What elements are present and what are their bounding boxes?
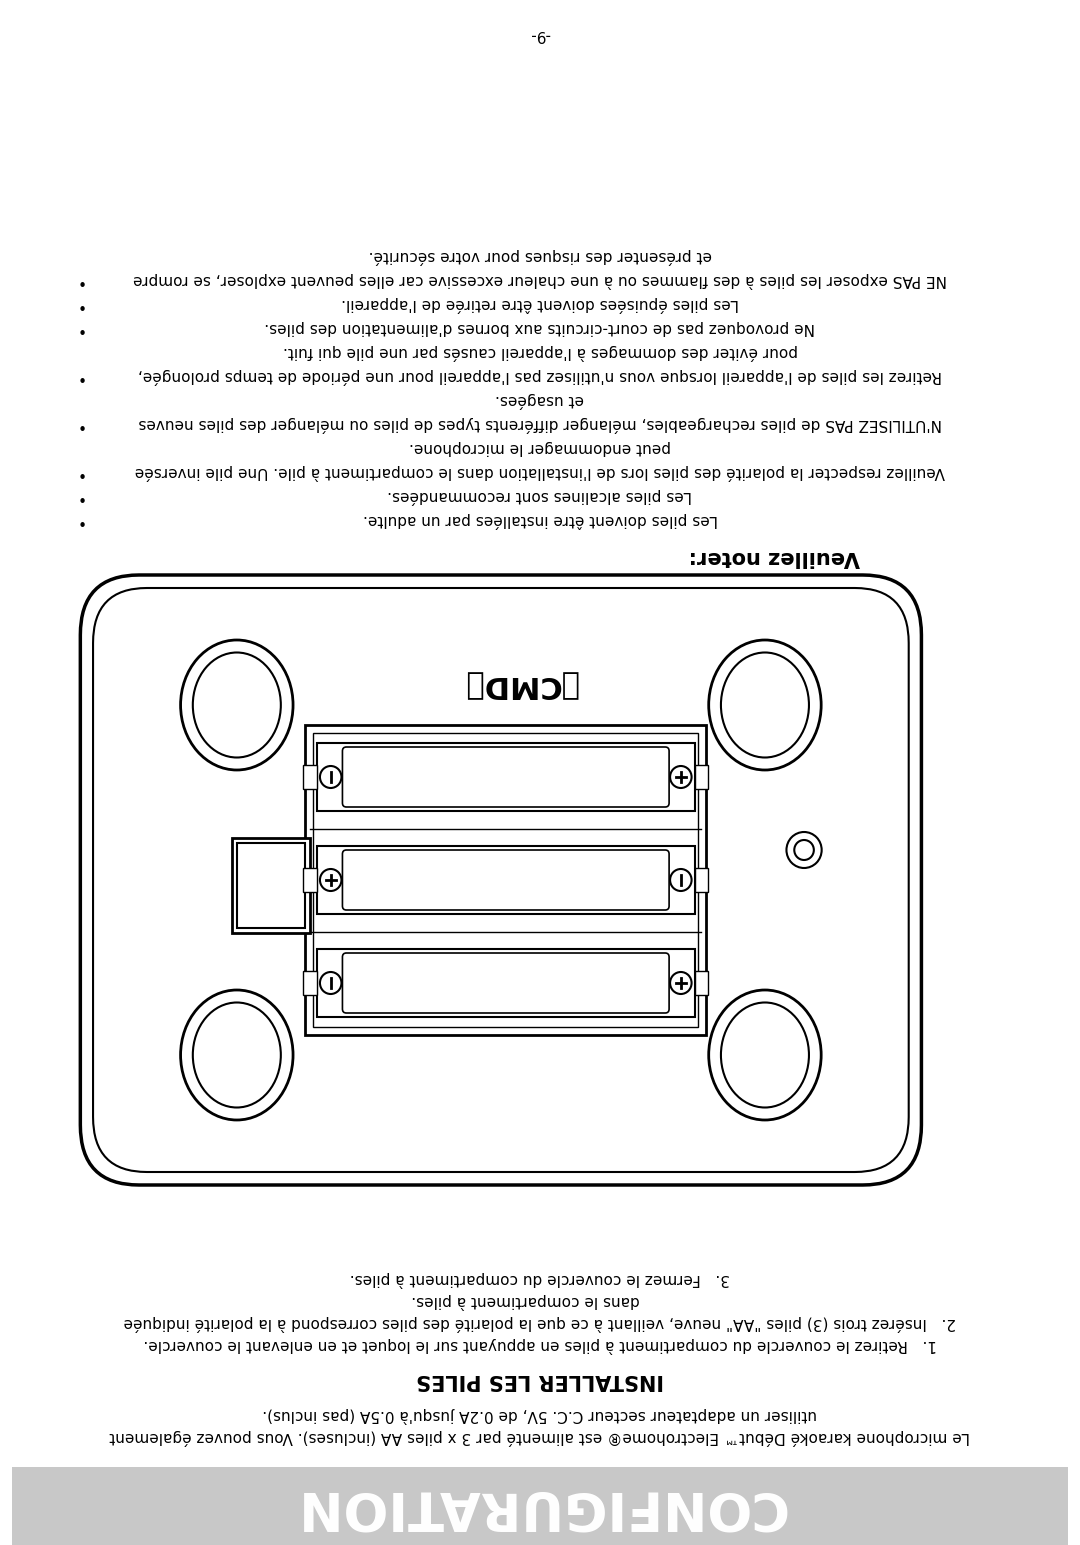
Ellipse shape bbox=[193, 652, 281, 757]
Text: 3.   Fermez le couvercle du compartiment à piles.: 3. Fermez le couvercle du compartiment à… bbox=[350, 1272, 730, 1287]
Text: NE PAS exposer les piles à des flammes ou à une chaleur excessive car elles peuv: NE PAS exposer les piles à des flammes o… bbox=[133, 272, 947, 287]
FancyBboxPatch shape bbox=[80, 575, 921, 1185]
Text: pour éviter des dommages à l'appareil causés par une pile qui fuit.: pour éviter des dommages à l'appareil ca… bbox=[283, 345, 797, 360]
FancyBboxPatch shape bbox=[342, 953, 670, 1014]
Bar bbox=[303, 970, 318, 995]
Circle shape bbox=[670, 972, 691, 993]
Text: et présenter des risques pour votre sécurité.: et présenter des risques pour votre sécu… bbox=[368, 249, 712, 264]
Text: •: • bbox=[73, 417, 83, 431]
Circle shape bbox=[786, 833, 822, 868]
Text: utiliser un adaptateur secteur C.C. 5V, de 0.2A jusqu'à 0.5A (pas inclus).: utiliser un adaptateur secteur C.C. 5V, … bbox=[262, 1407, 818, 1423]
Text: •: • bbox=[73, 488, 83, 504]
Bar bbox=[318, 847, 694, 915]
Circle shape bbox=[670, 868, 691, 891]
Text: 1.5 V SIZE AA
UM-3 OR LR6: 1.5 V SIZE AA UM-3 OR LR6 bbox=[465, 870, 545, 891]
Bar bbox=[306, 725, 706, 1035]
Bar bbox=[318, 949, 694, 1017]
Text: 1.   Retirez le couvercle du compartiment à piles en appuyant sur le loquet et e: 1. Retirez le couvercle du compartiment … bbox=[144, 1336, 936, 1353]
Text: 《CMD》: 《CMD》 bbox=[463, 671, 578, 700]
Text: 1.5 V SIZE AA
UM-3 OR LR6: 1.5 V SIZE AA UM-3 OR LR6 bbox=[465, 972, 545, 993]
Text: -9-: -9- bbox=[529, 28, 551, 43]
Text: Ne provoquez pas de court-circuits aux bornes d'alimentation des piles.: Ne provoquez pas de court-circuits aux b… bbox=[265, 320, 815, 335]
Text: Retirez les piles de l'appareil lorsque vous n'utilisez pas l'appareil pour une : Retirez les piles de l'appareil lorsque … bbox=[138, 368, 942, 385]
Bar bbox=[12, 1468, 1068, 1545]
Text: N'UTILISEZ PAS de piles rechargeables, mélanger différents types de piles ou mél: N'UTILISEZ PAS de piles rechargeables, m… bbox=[138, 416, 942, 433]
Bar bbox=[232, 837, 310, 933]
Text: •: • bbox=[73, 465, 83, 479]
Circle shape bbox=[320, 766, 341, 788]
Text: •: • bbox=[73, 297, 83, 312]
Ellipse shape bbox=[180, 640, 293, 769]
Text: 1.5 V SIZE AA
UM-3 OR LR6: 1.5 V SIZE AA UM-3 OR LR6 bbox=[465, 766, 545, 788]
Text: 2.   Insérez trois (3) piles "AA" neuve, veillant à ce que la polarité des piles: 2. Insérez trois (3) piles "AA" neuve, v… bbox=[124, 1315, 956, 1330]
Ellipse shape bbox=[708, 990, 821, 1120]
Text: Les piles alcalines sont recommandées.: Les piles alcalines sont recommandées. bbox=[388, 488, 692, 504]
Ellipse shape bbox=[721, 1003, 809, 1108]
Text: Veuillez respecter la polarité des piles lors de l'installation dans le comparti: Veuillez respecter la polarité des piles… bbox=[135, 464, 945, 480]
Circle shape bbox=[670, 766, 691, 788]
Text: •: • bbox=[73, 513, 83, 527]
Text: Les piles épuisées doivent être retirée de l'appareil.: Les piles épuisées doivent être retirée … bbox=[341, 297, 739, 312]
FancyBboxPatch shape bbox=[93, 589, 908, 1173]
Text: •: • bbox=[73, 320, 83, 335]
Bar bbox=[318, 743, 694, 811]
Bar bbox=[313, 732, 699, 1027]
Text: peut endommager le microphone.: peut endommager le microphone. bbox=[409, 440, 671, 456]
Ellipse shape bbox=[721, 652, 809, 757]
Text: Les piles doivent être installées par un adulte.: Les piles doivent être installées par un… bbox=[363, 511, 717, 528]
Text: dans le compartiment à piles.: dans le compartiment à piles. bbox=[411, 1293, 669, 1309]
Text: •: • bbox=[73, 369, 83, 383]
Ellipse shape bbox=[180, 990, 293, 1120]
Bar bbox=[694, 868, 708, 891]
Ellipse shape bbox=[193, 1003, 281, 1108]
Text: •: • bbox=[73, 272, 83, 287]
Circle shape bbox=[794, 840, 814, 861]
Circle shape bbox=[320, 972, 341, 993]
Bar bbox=[303, 765, 318, 789]
Text: Le microphone karaoké Début™ Electrohome® est alimenté par 3 x piles AA (incluse: Le microphone karaoké Début™ Electrohome… bbox=[110, 1429, 970, 1445]
Ellipse shape bbox=[708, 640, 821, 769]
Text: Veuillez noter:: Veuillez noter: bbox=[689, 547, 861, 567]
Circle shape bbox=[320, 868, 341, 891]
FancyBboxPatch shape bbox=[342, 850, 670, 910]
Text: et usagées.: et usagées. bbox=[496, 392, 584, 408]
Bar bbox=[694, 970, 708, 995]
Bar bbox=[694, 765, 708, 789]
FancyBboxPatch shape bbox=[342, 746, 670, 806]
Bar bbox=[303, 868, 318, 891]
Text: CONFIGURATION: CONFIGURATION bbox=[294, 1480, 786, 1533]
Text: INSTALLER LES PILES: INSTALLER LES PILES bbox=[416, 1370, 664, 1390]
Bar bbox=[237, 842, 306, 927]
